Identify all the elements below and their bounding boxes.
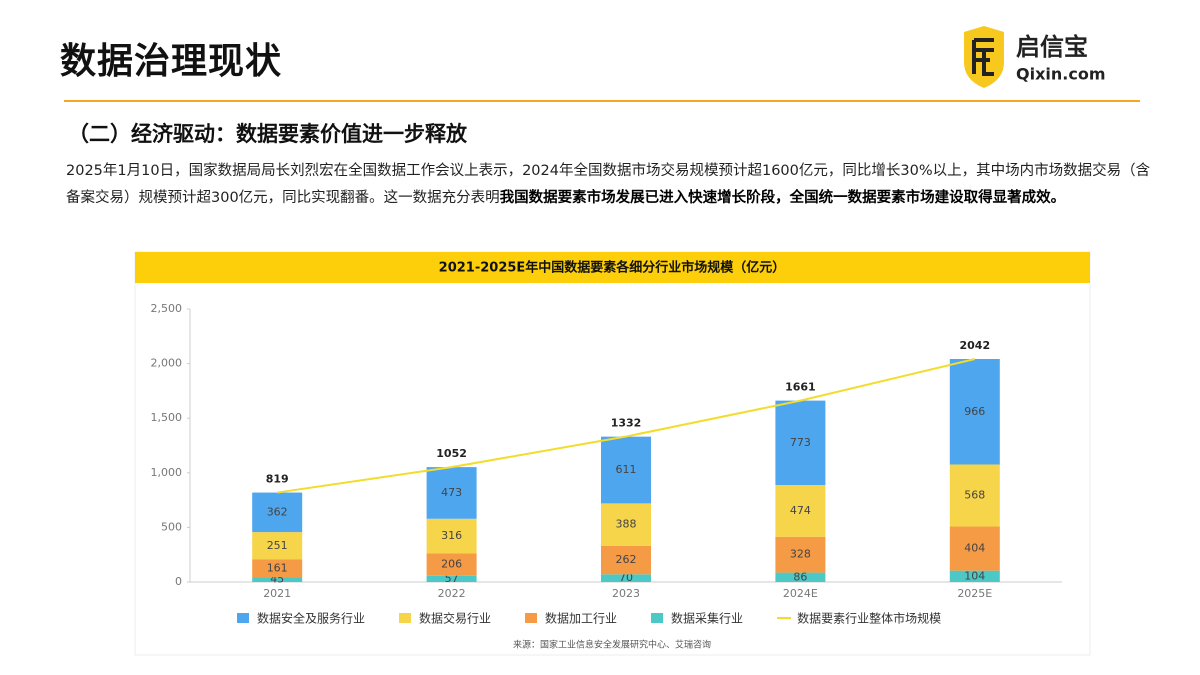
data-label: 388	[616, 518, 637, 531]
bar-segment	[601, 574, 651, 582]
paragraph-text: 2025年1月10日，国家数据局局长刘烈宏在全国数据工作会议上表示，2024年全…	[66, 163, 1151, 206]
bar-segment	[252, 492, 303, 533]
bar-segment	[775, 400, 826, 486]
y-tick-label: 500	[161, 520, 182, 533]
bar-segment	[775, 485, 826, 537]
x-tick-label: 2025E	[957, 587, 992, 600]
bar-segment	[949, 570, 1000, 582]
y-tick-label: 2,500	[151, 302, 183, 315]
data-label: 45	[270, 573, 284, 586]
data-label: 473	[441, 486, 462, 499]
logo: 启信宝 Qixin.com	[964, 26, 1106, 88]
x-tick-label: 2022	[438, 587, 466, 600]
legend-label: 数据加工行业	[545, 611, 617, 626]
legend-swatch	[525, 613, 538, 623]
data-label: 611	[616, 463, 637, 476]
logo-domain: Qixin.com	[1016, 65, 1106, 84]
slide-title: 数据治理现状	[60, 41, 283, 82]
chart-title: 2021-2025E年中国数据要素各细分行业市场规模（亿元）	[439, 260, 786, 276]
paragraph: 2025年1月10日，国家数据局局长刘烈宏在全国数据工作会议上表示，2024年全…	[66, 158, 1151, 212]
x-tick-label: 2023	[612, 587, 640, 600]
data-label: 262	[616, 553, 637, 566]
data-label: 251	[267, 539, 288, 552]
data-label: 966	[964, 405, 985, 418]
paragraph-bold: 我国数据要素市场发展已进入快速增长阶段，全国统一数据要素市场建设取得显著成效。	[499, 190, 1066, 206]
total-label: 1332	[611, 417, 642, 430]
legend-swatch	[237, 613, 249, 623]
total-label: 1052	[436, 447, 467, 460]
legend-label: 数据要素行业整体市场规模	[797, 611, 941, 626]
section-title: （二）经济驱动：数据要素价值进一步释放	[68, 122, 467, 146]
chart-source: 来源：国家工业信息安全发展研究中心、艾瑞咨询	[513, 639, 711, 651]
x-tick-label: 2021	[263, 587, 291, 600]
bar-segment	[949, 464, 1000, 527]
data-label: 86	[793, 570, 807, 583]
data-label: 328	[790, 548, 811, 561]
bar-segment	[601, 503, 651, 546]
total-label: 1661	[785, 381, 816, 394]
y-tick-label: 1,500	[151, 411, 183, 424]
data-label: 474	[790, 504, 811, 517]
bar-segment	[949, 526, 1000, 571]
divider	[64, 100, 1140, 102]
bar-segment	[949, 359, 1000, 465]
legend-label: 数据安全及服务行业	[257, 611, 365, 626]
legend-label: 数据采集行业	[671, 611, 743, 626]
data-label: 161	[267, 561, 288, 574]
chart-panel	[134, 251, 1091, 656]
data-label: 70	[619, 571, 633, 584]
data-label: 773	[790, 436, 811, 449]
total-line	[277, 358, 976, 494]
bar-segment	[252, 532, 303, 560]
logo-name: 启信宝	[1016, 33, 1088, 61]
data-label: 316	[441, 529, 462, 542]
chart-title-bar	[135, 252, 1090, 283]
x-tick-label: 2024E	[783, 587, 818, 600]
bar-segment	[601, 545, 651, 575]
total-label: 819	[266, 473, 289, 486]
y-tick-label: 2,000	[151, 357, 183, 370]
data-label: 404	[964, 542, 985, 555]
y-tick-label: 0	[175, 575, 182, 588]
legend-label: 数据交易行业	[419, 611, 491, 626]
legend-swatch	[651, 613, 664, 623]
data-label: 568	[964, 489, 985, 502]
legend-swatch	[399, 613, 412, 623]
logo-icon	[972, 38, 994, 76]
data-label: 362	[267, 505, 288, 518]
total-label: 2042	[959, 339, 990, 352]
data-label: 206	[441, 558, 462, 571]
bar-segment	[426, 518, 477, 554]
bar-segment	[426, 553, 477, 576]
y-tick-label: 1,000	[151, 466, 183, 479]
bar-segment	[252, 577, 303, 582]
data-label: 57	[445, 572, 459, 585]
bar-segment	[775, 536, 826, 573]
bar-segment	[426, 467, 477, 519]
bar-segment	[601, 436, 651, 504]
bar-segment	[252, 559, 303, 578]
data-label: 104	[964, 569, 985, 582]
bar-segment	[775, 572, 826, 582]
bar-segment	[426, 575, 477, 582]
